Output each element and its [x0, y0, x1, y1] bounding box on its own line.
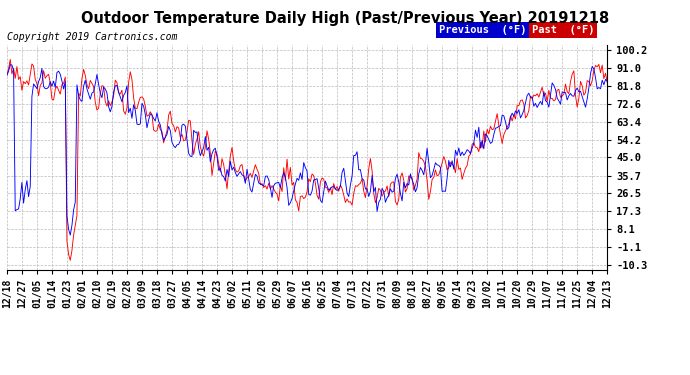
Text: Previous  (°F): Previous (°F)	[439, 25, 526, 35]
Text: Past  (°F): Past (°F)	[532, 25, 595, 35]
Text: Outdoor Temperature Daily High (Past/Previous Year) 20191218: Outdoor Temperature Daily High (Past/Pre…	[81, 11, 609, 26]
Text: Copyright 2019 Cartronics.com: Copyright 2019 Cartronics.com	[7, 32, 177, 42]
